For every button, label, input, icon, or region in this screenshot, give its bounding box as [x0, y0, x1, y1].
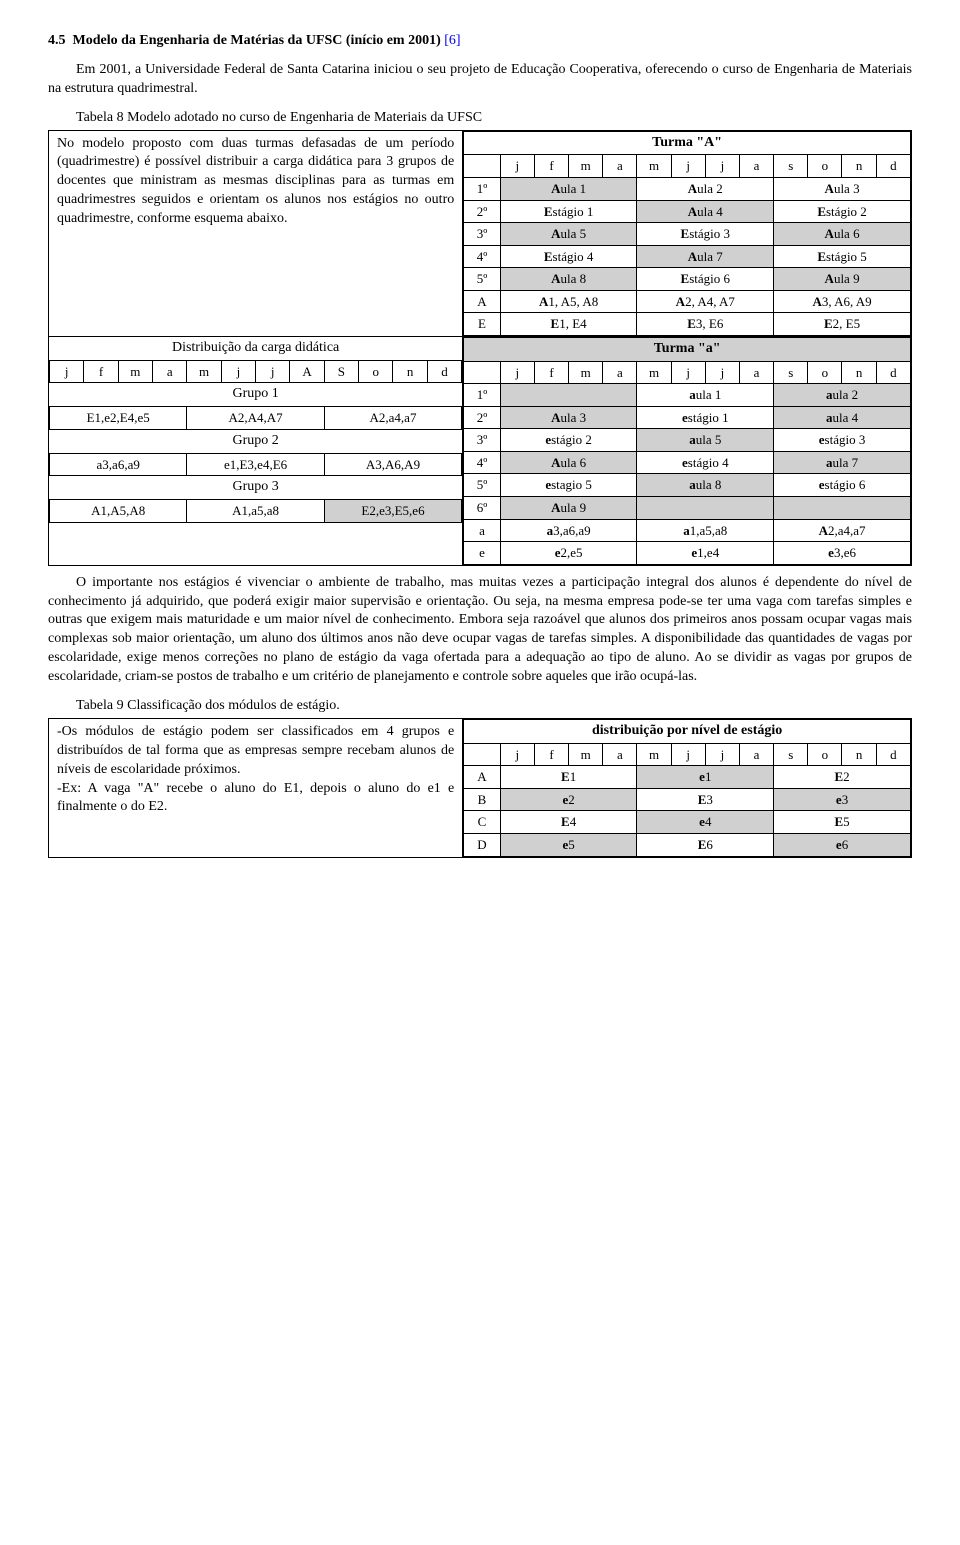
table8: No modelo proposto com duas turmas defas… — [48, 130, 912, 566]
g2-c3: A3,A6,A9 — [324, 453, 461, 476]
g2-c1: a3,a6,a9 — [50, 453, 187, 476]
dist-table: Distribuição da carga didática jfmamjjAS… — [49, 337, 462, 523]
g2-c2: e1,E3,e4,E6 — [187, 453, 324, 476]
g1-c2: A2,A4,A7 — [187, 407, 324, 430]
grupo3-label: Grupo 3 — [50, 476, 462, 500]
g3-c2: A1,a5,a8 — [187, 500, 324, 523]
section-heading: 4.5 Modelo da Engenharia de Matérias da … — [48, 32, 912, 51]
niveis-title: distribuição por nível de estágio — [464, 719, 911, 743]
table9: -Os módulos de estágio podem ser classif… — [48, 718, 912, 858]
section-title: Modelo da Engenharia de Matérias da UFSC… — [73, 33, 441, 48]
paragraph-2: O importante nos estágios é vivenciar o … — [48, 574, 912, 687]
turma-A-title: Turma "A" — [464, 131, 911, 155]
niveis-table: distribuição por nível de estágio jfmamj… — [463, 719, 911, 857]
g3-c1: A1,A5,A8 — [50, 500, 187, 523]
table9-left-2: -Ex: A vaga "A" recebe o aluno do E1, de… — [57, 780, 454, 818]
g3-c3: E2,e3,E5,e6 — [324, 500, 461, 523]
g1-c3: A2,a4,a7 — [324, 407, 461, 430]
section-number: 4.5 — [48, 33, 66, 48]
table9-caption: Tabela 9 Classificação dos módulos de es… — [76, 697, 912, 716]
table8-caption: Tabela 8 Modelo adotado no curso de Enge… — [76, 109, 912, 128]
grupo1-label: Grupo 1 — [50, 383, 462, 407]
turma-A-table: Turma "A" jfmamjjasond 1ºAula 1Aula 2Aul… — [463, 131, 911, 336]
turma-a-table: Turma "a" jfmamjjasond 1ºaula 1aula 22ºA… — [463, 337, 911, 565]
g1-c1: E1,e2,E4,e5 — [50, 407, 187, 430]
turma-a-title: Turma "a" — [464, 337, 911, 361]
section-ref: [6] — [444, 33, 460, 48]
table8-left-text: No modelo proposto com duas turmas defas… — [49, 130, 463, 336]
dist-title: Distribuição da carga didática — [50, 337, 462, 360]
grupo2-label: Grupo 2 — [50, 429, 462, 453]
table9-left-1: -Os módulos de estágio podem ser classif… — [57, 723, 454, 780]
intro-paragraph: Em 2001, a Universidade Federal de Santa… — [48, 61, 912, 99]
